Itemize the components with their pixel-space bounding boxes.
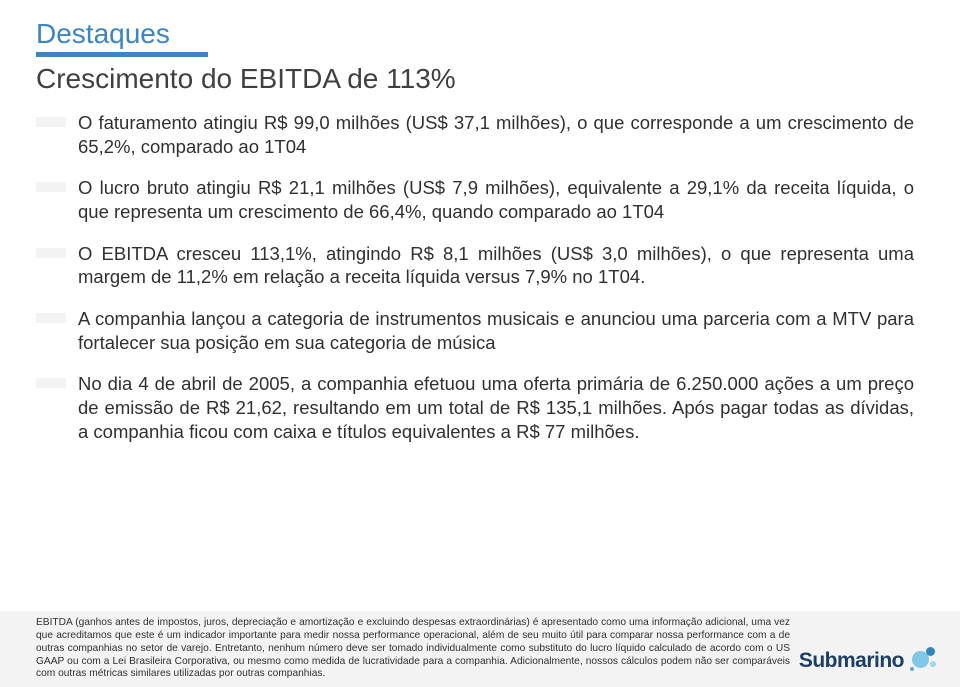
bullet-text: O faturamento atingiu R$ 99,0 milhões (U… [78,112,914,157]
brand-logo: Submarino [799,645,940,677]
bullet-marker-icon [36,313,66,323]
list-item: O EBITDA cresceu 113,1%, atingindo R$ 8,… [78,242,924,289]
bullet-text: O lucro bruto atingiu R$ 21,1 milhões (U… [78,177,914,222]
bullet-marker-icon [36,117,66,127]
section-title: Destaques [36,18,924,50]
bubbles-icon [908,645,940,677]
slide: Destaques Crescimento do EBITDA de 113% … [0,0,960,687]
bullet-text: No dia 4 de abril de 2005, a companhia e… [78,373,914,441]
list-item: O faturamento atingiu R$ 99,0 milhões (U… [78,111,924,158]
bullet-text: O EBITDA cresceu 113,1%, atingindo R$ 8,… [78,243,914,288]
list-item: O lucro bruto atingiu R$ 21,1 milhões (U… [78,176,924,223]
bullet-marker-icon [36,378,66,388]
bullet-marker-icon [36,182,66,192]
bullet-list: O faturamento atingiu R$ 99,0 milhões (U… [36,111,924,443]
title-underline [36,52,208,57]
bullet-text: A companhia lançou a categoria de instru… [78,308,914,353]
list-item: A companhia lançou a categoria de instru… [78,307,924,354]
subtitle: Crescimento do EBITDA de 113% [36,63,924,95]
list-item: No dia 4 de abril de 2005, a companhia e… [78,372,924,443]
logo-text: Submarino [799,649,904,673]
footnote-text: EBITDA (ganhos antes de impostos, juros,… [36,617,790,681]
bullet-marker-icon [36,248,66,258]
